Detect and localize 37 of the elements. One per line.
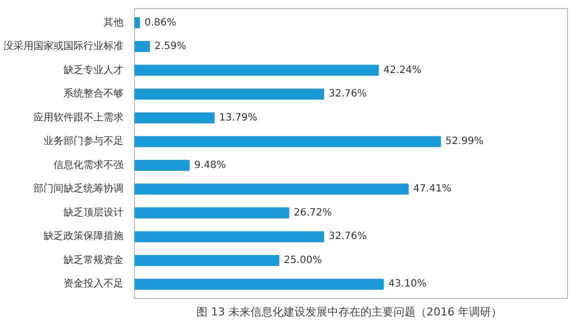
bar <box>134 278 384 290</box>
bar <box>134 207 290 218</box>
bar <box>134 64 379 76</box>
data-label: 25.00% <box>284 254 322 266</box>
bar <box>134 231 324 242</box>
y-tick-label: 系统整合不够 <box>64 88 124 100</box>
data-label: 47.41% <box>413 184 452 195</box>
y-tick-label: 资金投入不足 <box>64 278 124 290</box>
data-label: 42.24% <box>383 64 422 76</box>
data-label: 0.86% <box>144 17 176 28</box>
bar <box>134 41 150 52</box>
y-tick-label: 缺乏专业人才 <box>64 64 124 76</box>
bar <box>134 254 280 266</box>
y-tick-label: 缺乏政策保障措施 <box>44 230 124 242</box>
data-label: 9.48% <box>194 160 226 171</box>
y-tick-label: 业务部门参与不足 <box>44 135 124 148</box>
y-tick-label: 缺乏顶层设计 <box>64 206 124 218</box>
bar <box>134 160 190 171</box>
bar <box>134 88 324 100</box>
y-tick-label: 缺乏常规资金 <box>64 254 124 266</box>
data-label: 13.79% <box>219 112 258 124</box>
y-tick-label: 应用软件跟不上需求 <box>34 111 124 124</box>
bar <box>134 17 140 28</box>
y-tick-label: 没采用国家或国际行业标准 <box>4 40 124 52</box>
bar <box>134 184 409 195</box>
data-label: 2.59% <box>154 41 186 52</box>
data-label: 43.10% <box>388 278 426 290</box>
text: 图 13 未来信息化建设发展中存在的主要问题（2016 年调研） <box>196 306 502 318</box>
data-label: 32.76% <box>328 88 367 100</box>
data-label: 32.76% <box>328 231 367 242</box>
y-tick-label: 部门间缺乏统筹协调 <box>34 182 124 195</box>
y-tick-label: 其他 <box>104 16 124 28</box>
data-label: 52.99% <box>445 136 484 148</box>
bar <box>134 112 215 124</box>
data-label: 26.72% <box>294 207 332 218</box>
bar <box>134 136 441 148</box>
y-tick-label: 信息化需求不强 <box>54 158 124 171</box>
